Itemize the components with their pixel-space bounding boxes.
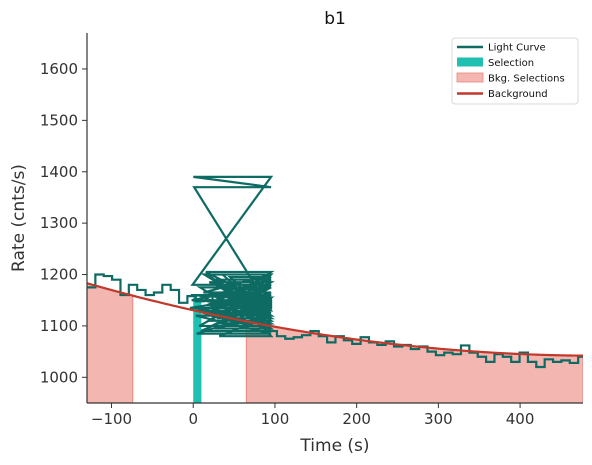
x-tick-label: −100 — [91, 410, 132, 428]
legend-swatch-2 — [456, 72, 484, 83]
legend-label-0: Light Curve — [488, 43, 546, 54]
selection-0 — [193, 296, 202, 403]
background-curve — [87, 282, 583, 357]
legend-swatch-1 — [457, 57, 483, 67]
x-tick-label: 0 — [188, 410, 198, 428]
legend-box — [451, 37, 579, 105]
y-axis-label: Rate (cnts/s) — [9, 164, 29, 272]
x-axis-label: Time (s) — [299, 436, 369, 456]
x-tick-label: 300 — [424, 410, 453, 428]
y-tick-label: 1100 — [40, 317, 78, 335]
y-tick-label: 1400 — [40, 163, 78, 181]
axes: −100 0 100 200 300 400 1000 1100 1200 1300 1400 150… — [40, 33, 583, 428]
legend-label-1: Selection — [488, 58, 534, 69]
y-tick-label: 1000 — [40, 368, 78, 386]
x-tick-label: 100 — [261, 410, 290, 428]
plot-area — [87, 175, 583, 403]
legend: Light Curve Selection Bkg. Selections Backg… — [451, 37, 579, 105]
y-tick-label: 1600 — [40, 60, 78, 78]
x-tick-label: 200 — [342, 410, 371, 428]
y-tick-label: 1200 — [40, 266, 78, 284]
legend-label-2: Bkg. Selections — [488, 74, 565, 85]
y-tick-label: 1300 — [40, 214, 78, 232]
chart-title: b1 — [324, 9, 346, 29]
x-tick-label: 400 — [506, 410, 535, 428]
y-tick-label: 1500 — [40, 111, 78, 129]
legend-label-3: Background — [488, 89, 548, 100]
bkg-selection-0 — [87, 282, 134, 403]
